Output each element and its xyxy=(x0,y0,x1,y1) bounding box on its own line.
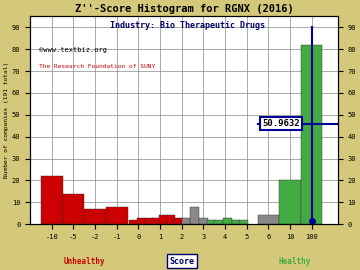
Bar xyxy=(129,220,137,224)
Bar xyxy=(167,215,175,224)
Text: The Research Foundation of SUNY: The Research Foundation of SUNY xyxy=(39,64,156,69)
Text: Industry: Bio Therapeutic Drugs: Industry: Bio Therapeutic Drugs xyxy=(110,21,265,30)
Bar xyxy=(174,218,183,224)
Text: ©www.textbiz.org: ©www.textbiz.org xyxy=(39,47,107,53)
Text: Healthy: Healthy xyxy=(278,257,310,266)
Bar xyxy=(199,218,208,224)
Bar xyxy=(301,45,323,224)
Bar xyxy=(159,215,168,224)
Bar xyxy=(84,209,106,224)
Title: Z''-Score Histogram for RGNX (2016): Z''-Score Histogram for RGNX (2016) xyxy=(75,4,293,14)
Bar xyxy=(145,218,154,224)
Bar xyxy=(239,220,248,224)
Text: 50.9632: 50.9632 xyxy=(262,119,300,128)
Bar xyxy=(279,180,301,224)
Bar xyxy=(231,220,240,224)
Bar xyxy=(190,207,199,224)
Bar xyxy=(214,220,223,224)
Bar xyxy=(182,218,190,224)
Y-axis label: Number of companies (191 total): Number of companies (191 total) xyxy=(4,62,9,178)
Bar xyxy=(41,176,63,224)
Bar xyxy=(223,218,231,224)
Bar xyxy=(207,220,215,224)
Bar xyxy=(153,218,161,224)
Text: Unhealthy: Unhealthy xyxy=(63,257,105,266)
Bar xyxy=(106,207,127,224)
Text: Score: Score xyxy=(169,257,194,266)
Bar xyxy=(63,194,84,224)
Bar xyxy=(137,218,146,224)
Bar xyxy=(257,215,279,224)
